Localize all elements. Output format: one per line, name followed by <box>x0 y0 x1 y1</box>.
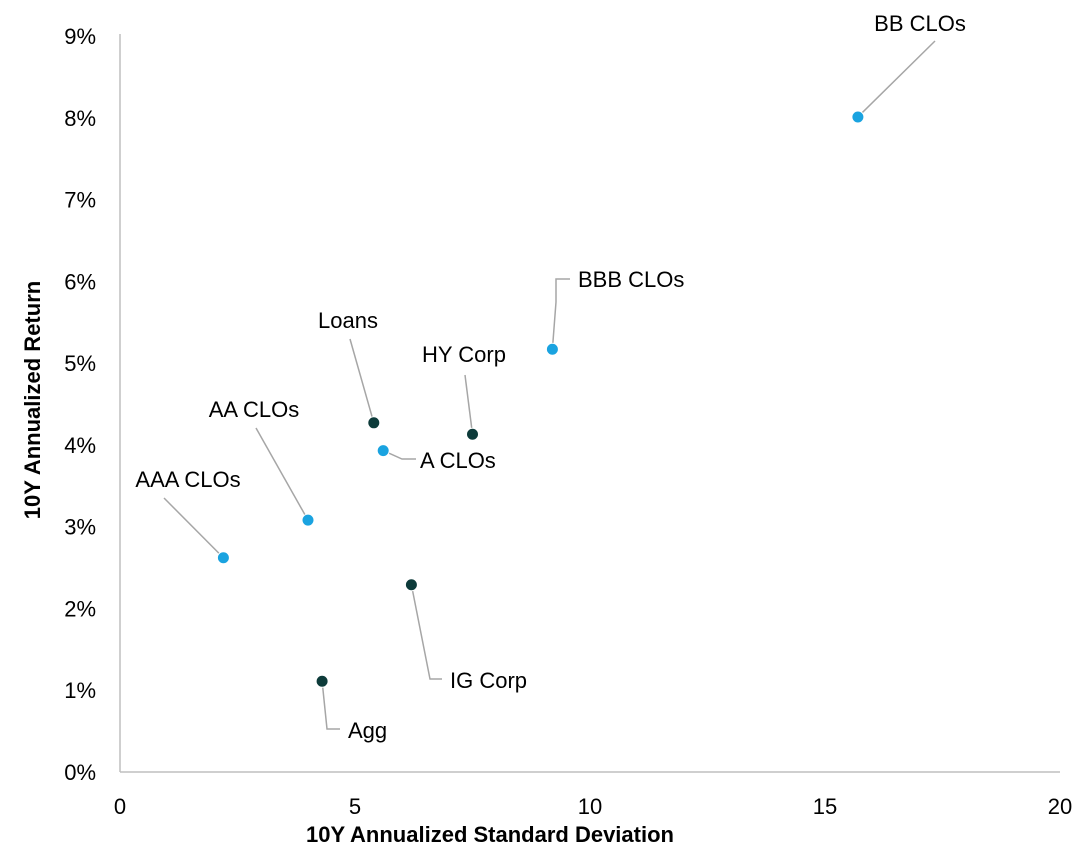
leader-line-bb-clos <box>857 40 936 118</box>
y-tick-label: 0% <box>64 760 96 785</box>
point-label-hy-corp: HY Corp <box>422 342 506 367</box>
point-label-bb-clos: BB CLOs <box>874 11 966 36</box>
point-label-a-clos: A CLOs <box>420 448 496 473</box>
point-ig-corp <box>404 578 418 592</box>
y-tick-label: 2% <box>64 596 96 621</box>
leader-line-agg <box>321 681 340 730</box>
y-tick-label: 3% <box>64 515 96 540</box>
point-labels: AAA CLOs AA CLOs A CLOs BBB CLOs BB CLOs Loan… <box>135 11 965 743</box>
y-tick-label: 6% <box>64 269 96 294</box>
leader-line-bbb-clos <box>551 278 570 350</box>
point-label-agg: Agg <box>348 718 387 743</box>
data-points <box>216 110 865 688</box>
point-bbb-clos <box>545 342 559 356</box>
x-tick-label: 5 <box>349 794 361 819</box>
point-agg <box>315 674 329 688</box>
y-tick-label: 4% <box>64 433 96 458</box>
x-tick-label: 10 <box>578 794 602 819</box>
y-tick-label: 5% <box>64 351 96 376</box>
point-hy-corp <box>466 427 479 441</box>
y-tick-label: 9% <box>64 24 96 49</box>
y-axis-ticks: 0% 1% 2% 3% 4% 5% 6% 7% 8% 9% <box>64 24 96 785</box>
leader-line-loans <box>349 338 375 424</box>
y-tick-label: 8% <box>64 106 96 131</box>
leader-lines <box>163 40 936 730</box>
x-tick-label: 0 <box>114 794 126 819</box>
point-label-aaa-clos: AAA CLOs <box>135 467 240 492</box>
point-bb-clos <box>851 110 865 124</box>
point-label-bbb-clos: BBB CLOs <box>578 267 684 292</box>
leader-line-hy-corp <box>464 374 474 435</box>
point-a-clos <box>376 444 390 458</box>
leader-line-a-clos <box>382 449 416 460</box>
point-label-loans: Loans <box>318 308 378 333</box>
point-label-aa-clos: AA CLOs <box>209 397 299 422</box>
point-label-ig-corp: IG Corp <box>450 668 527 693</box>
x-tick-label: 20 <box>1048 794 1072 819</box>
point-aa-clos <box>301 513 315 527</box>
x-axis-title: 10Y Annualized Standard Deviation <box>306 822 674 847</box>
point-aaa-clos <box>216 551 230 565</box>
leader-line-aaa-clos <box>163 497 224 559</box>
y-tick-label: 1% <box>64 678 96 703</box>
leader-line-aa-clos <box>255 427 309 521</box>
point-loans <box>367 416 381 430</box>
leader-line-ig-corp <box>410 584 442 680</box>
x-axis-ticks: 0 5 10 15 20 <box>114 794 1072 819</box>
x-tick-label: 15 <box>813 794 837 819</box>
y-tick-label: 7% <box>64 188 96 213</box>
y-axis-title: 10Y Annualized Return <box>20 281 45 519</box>
